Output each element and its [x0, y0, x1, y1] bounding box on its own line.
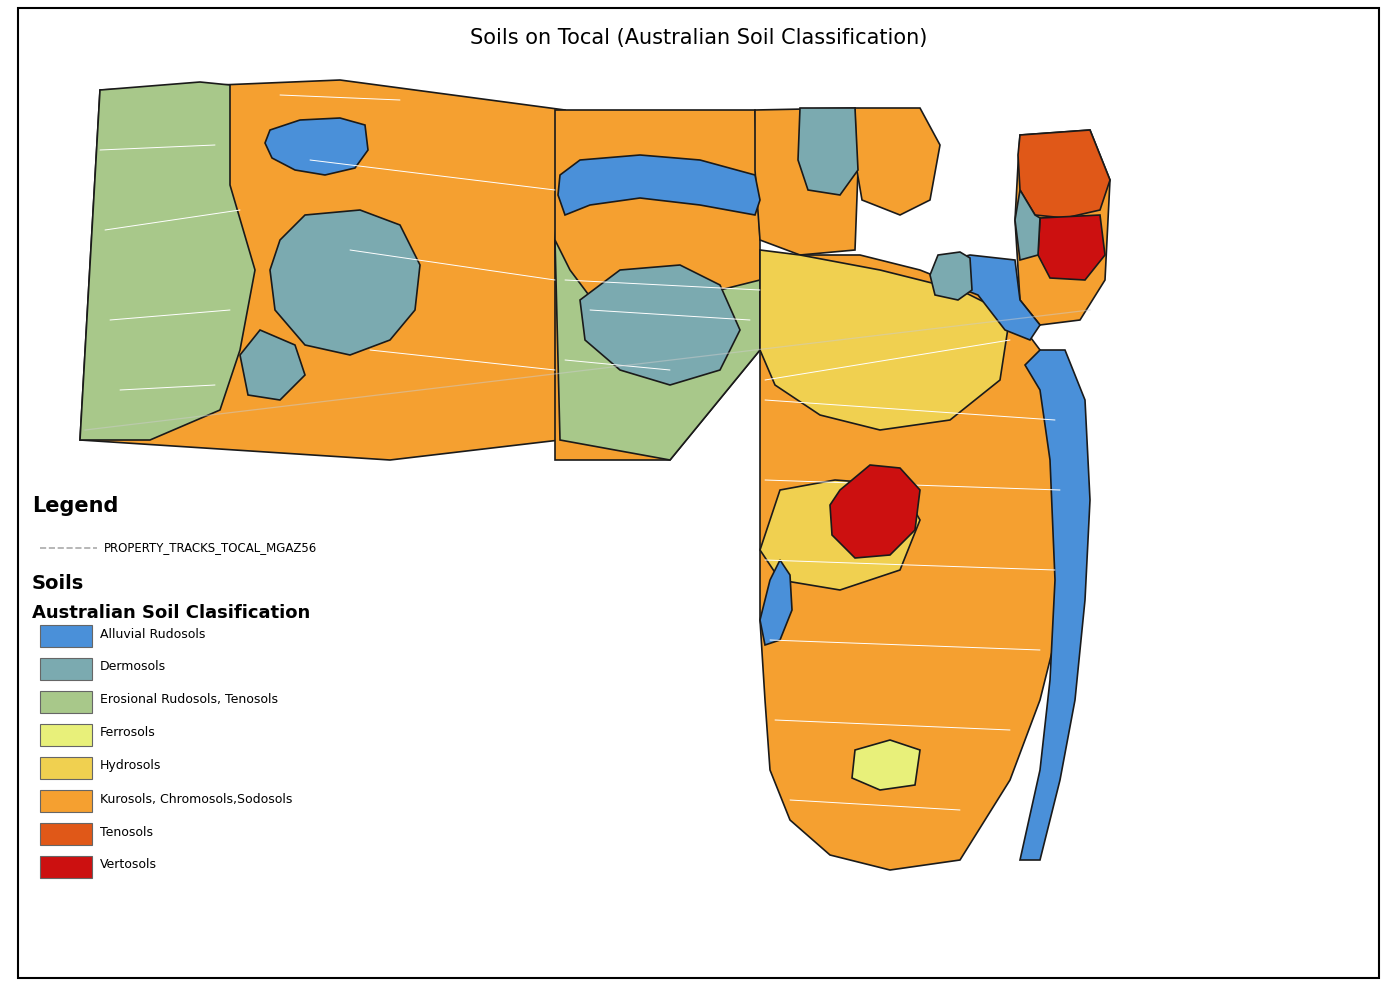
- Polygon shape: [760, 255, 1065, 870]
- Bar: [41, 658, 92, 680]
- Text: Dermosols: Dermosols: [101, 661, 166, 673]
- Polygon shape: [1016, 190, 1039, 260]
- Polygon shape: [950, 255, 1039, 340]
- Polygon shape: [265, 118, 367, 175]
- Polygon shape: [555, 110, 760, 460]
- Bar: [41, 856, 92, 878]
- Bar: [41, 790, 92, 812]
- Text: Vertosols: Vertosols: [101, 859, 156, 872]
- Polygon shape: [754, 108, 858, 255]
- Text: Tenosols: Tenosols: [101, 825, 154, 838]
- Text: Hydrosols: Hydrosols: [101, 759, 162, 772]
- Polygon shape: [580, 265, 740, 385]
- Polygon shape: [1018, 130, 1111, 218]
- Text: Soils: Soils: [32, 574, 84, 593]
- Polygon shape: [270, 210, 420, 355]
- Polygon shape: [852, 740, 921, 790]
- Polygon shape: [1020, 350, 1090, 860]
- Text: Legend: Legend: [32, 496, 119, 516]
- Polygon shape: [80, 82, 256, 440]
- Bar: [41, 691, 92, 713]
- Bar: [41, 823, 92, 845]
- Polygon shape: [760, 250, 1010, 430]
- Bar: [41, 757, 92, 779]
- Polygon shape: [830, 465, 921, 558]
- Polygon shape: [1016, 130, 1111, 325]
- Text: Kurosols, Chromosols,Sodosols: Kurosols, Chromosols,Sodosols: [101, 793, 292, 806]
- Polygon shape: [557, 155, 760, 215]
- Text: Soils on Tocal (Australian Soil Classification): Soils on Tocal (Australian Soil Classifi…: [469, 28, 928, 48]
- Bar: [41, 625, 92, 647]
- Text: Alluvial Rudosols: Alluvial Rudosols: [101, 627, 205, 641]
- Polygon shape: [798, 108, 858, 195]
- Text: Erosional Rudosols, Tenosols: Erosional Rudosols, Tenosols: [101, 693, 278, 707]
- Polygon shape: [760, 480, 921, 590]
- Polygon shape: [855, 108, 940, 215]
- Polygon shape: [80, 80, 564, 460]
- Text: PROPERTY_TRACKS_TOCAL_MGAZ56: PROPERTY_TRACKS_TOCAL_MGAZ56: [103, 541, 317, 554]
- Bar: [41, 724, 92, 746]
- Text: Australian Soil Clasification: Australian Soil Clasification: [32, 604, 310, 622]
- Text: Ferrosols: Ferrosols: [101, 727, 155, 740]
- Polygon shape: [760, 560, 792, 645]
- Polygon shape: [1038, 215, 1105, 280]
- Polygon shape: [240, 330, 305, 400]
- Polygon shape: [555, 240, 760, 460]
- Polygon shape: [930, 252, 972, 300]
